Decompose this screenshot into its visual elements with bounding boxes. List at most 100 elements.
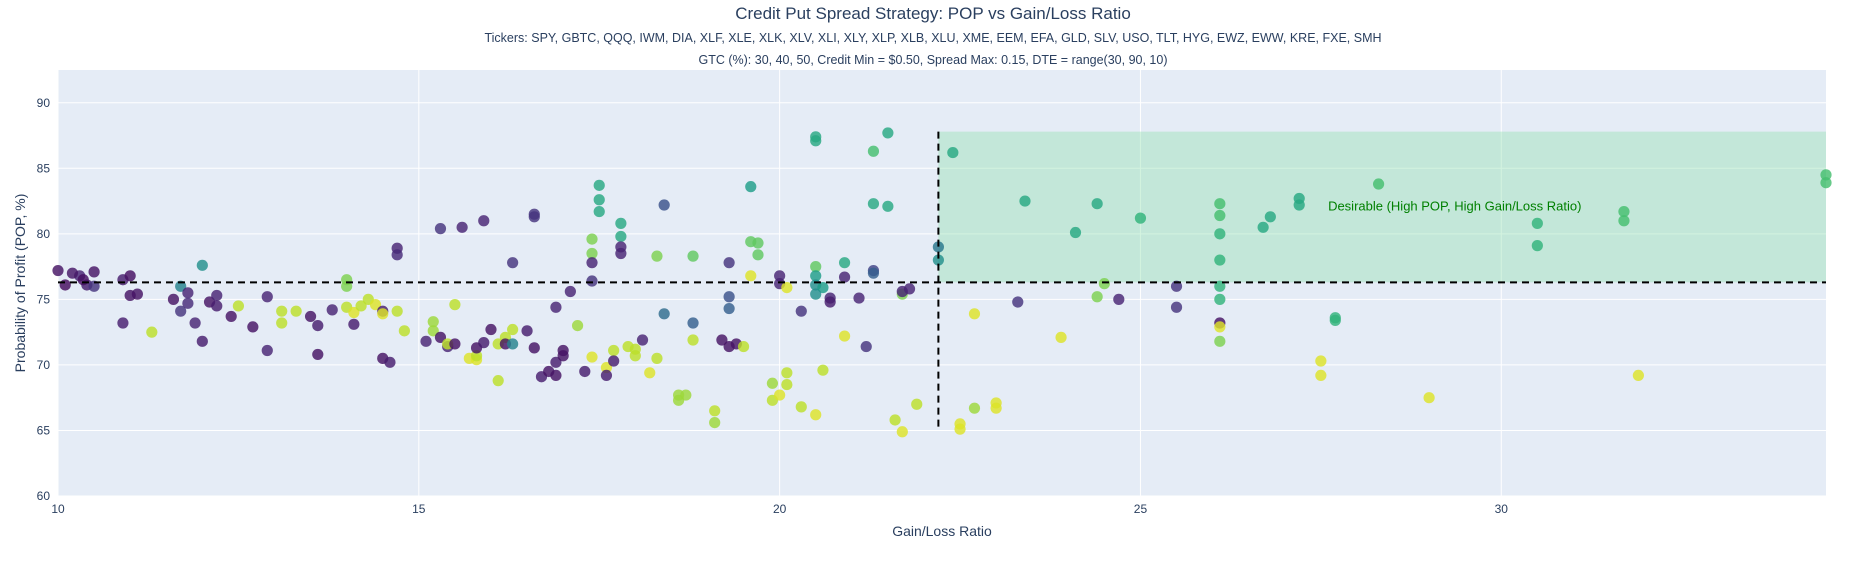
data-point (860, 340, 872, 353)
data-point (723, 257, 735, 269)
data-point (1214, 228, 1226, 240)
x-tick-label: 25 (1134, 502, 1148, 516)
chart-subtitle-tickers: Tickers: SPY, GBTC, QQQ, IWM, DIA, XLF, … (484, 31, 1382, 45)
data-point (853, 292, 865, 304)
data-point (434, 223, 447, 235)
data-point (795, 305, 807, 317)
axis-ticks: 10 15 20 25 30 60 65 70 75 80 85 90 (37, 96, 1509, 516)
data-point (131, 288, 143, 300)
data-point (189, 317, 201, 329)
data-point (557, 344, 569, 357)
data-point (911, 398, 923, 410)
data-point (1012, 296, 1024, 308)
data-point (1632, 369, 1644, 382)
data-point (427, 316, 439, 328)
data-point (571, 320, 584, 332)
data-point (586, 275, 598, 287)
y-tick-label: 60 (37, 489, 51, 503)
data-point (290, 305, 302, 317)
data-point (528, 342, 540, 354)
desirable-region (938, 131, 1826, 283)
data-point (348, 318, 360, 330)
data-point (485, 323, 497, 336)
data-point (1372, 178, 1385, 190)
data-point (882, 127, 894, 139)
data-point (709, 416, 721, 429)
data-point (478, 215, 490, 227)
data-point (687, 317, 699, 329)
data-point (52, 264, 64, 277)
data-point (59, 279, 71, 291)
data-point (766, 377, 779, 389)
data-point (1214, 321, 1226, 333)
data-point (615, 230, 627, 243)
data-point (369, 299, 382, 311)
data-point (550, 369, 562, 382)
data-point (781, 367, 793, 379)
data-point (225, 310, 237, 323)
data-point (608, 355, 620, 367)
data-point (232, 300, 245, 312)
data-point (781, 281, 793, 294)
x-tick-label: 10 (51, 502, 65, 516)
data-point (1019, 195, 1031, 207)
data-point (882, 200, 894, 212)
data-point (1098, 278, 1110, 290)
data-point (470, 350, 483, 362)
data-point (304, 310, 317, 323)
data-point (586, 233, 598, 245)
data-point (723, 302, 735, 315)
data-point (867, 145, 880, 157)
data-point (348, 306, 360, 319)
data-point (867, 267, 880, 279)
data-point (1069, 226, 1082, 239)
data-point (1091, 198, 1103, 210)
data-point (196, 335, 208, 347)
data-point (658, 199, 670, 211)
y-tick-label: 80 (37, 227, 51, 241)
data-point (745, 181, 757, 193)
data-point (586, 247, 598, 260)
desirable-annotation: Desirable (High POP, High Gain/Loss Rati… (1328, 198, 1581, 213)
data-point (1293, 199, 1305, 211)
data-point (1055, 331, 1067, 343)
y-tick-label: 90 (37, 96, 51, 110)
data-point (629, 343, 641, 355)
data-point (1091, 291, 1103, 303)
data-point (968, 308, 981, 320)
data-point (1618, 215, 1630, 227)
data-point (211, 289, 223, 302)
chart-title: Credit Put Spread Strategy: POP vs Gain/… (735, 4, 1131, 23)
data-point (167, 293, 180, 305)
data-point (593, 179, 605, 191)
data-point (182, 287, 194, 299)
data-point (817, 364, 829, 376)
data-point (774, 270, 786, 282)
data-point (1134, 212, 1147, 224)
data-point (420, 335, 432, 347)
data-point (932, 241, 944, 253)
x-tick-label: 30 (1495, 502, 1509, 516)
data-point (687, 334, 699, 346)
data-point (600, 369, 613, 382)
data-point (896, 426, 908, 438)
data-point (124, 270, 136, 282)
data-point (752, 249, 764, 261)
data-point (427, 325, 439, 337)
data-point (117, 317, 129, 329)
data-point (182, 297, 194, 309)
data-point (586, 257, 598, 269)
y-tick-label: 65 (37, 423, 51, 437)
data-point (838, 330, 851, 342)
data-point (932, 254, 944, 266)
data-point (449, 299, 461, 311)
data-point (838, 257, 851, 269)
x-tick-label: 15 (412, 502, 426, 516)
data-point (398, 325, 410, 337)
data-point (434, 331, 447, 343)
data-point (1214, 209, 1226, 222)
data-point (636, 334, 649, 346)
data-point (810, 135, 822, 147)
data-point (1315, 369, 1327, 382)
